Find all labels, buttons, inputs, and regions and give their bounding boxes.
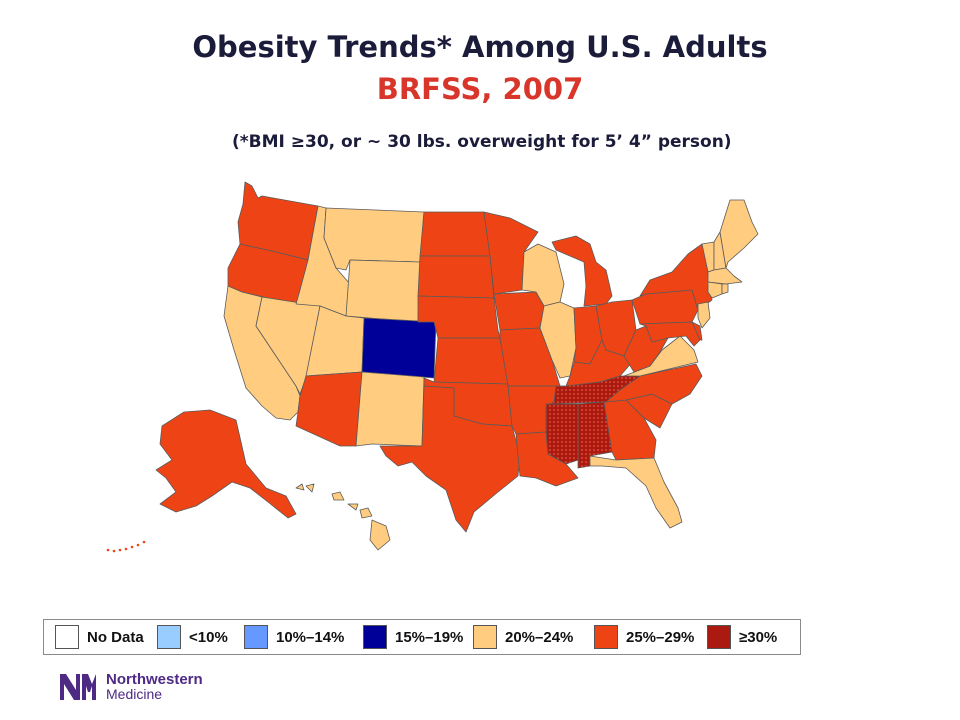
state-nj <box>697 301 711 329</box>
state-ak <box>155 409 297 519</box>
legend-swatch <box>157 625 181 649</box>
state-ak-island <box>124 547 128 551</box>
legend-swatch <box>363 625 387 649</box>
state-co <box>361 317 437 379</box>
legend-swatch <box>707 625 731 649</box>
legend-item: 10%–14% <box>244 624 344 650</box>
legend-item: 20%–24% <box>473 624 573 650</box>
state-nm <box>355 371 425 447</box>
state-sd <box>417 255 495 299</box>
legend-swatch <box>473 625 497 649</box>
state-de <box>691 321 703 341</box>
state-ms <box>545 403 579 465</box>
state-ks <box>433 337 509 385</box>
legend: No Data <10% 10%–14% 15%–19% 20%–24% 25%–29% ≥… <box>43 619 801 655</box>
state-ia <box>493 291 545 331</box>
legend-label: No Data <box>87 628 144 646</box>
state-wy <box>345 259 421 323</box>
state-ak-island <box>142 540 146 544</box>
legend-item: ≥30% <box>707 624 777 650</box>
legend-item: 15%–19% <box>363 624 463 650</box>
legend-label: ≥30% <box>739 628 778 646</box>
legend-label: 10%–14% <box>276 628 345 646</box>
map-title: Obesity Trends* Among U.S. Adults <box>192 30 768 64</box>
state-tx <box>379 385 521 533</box>
legend-label: 20%–24% <box>505 628 574 646</box>
logo-line-1: Northwestern <box>106 671 203 688</box>
state-hi <box>295 483 391 551</box>
northwestern-medicine-logo: Northwestern Medicine <box>58 670 203 704</box>
legend-item: No Data <box>55 624 144 650</box>
legend-swatch <box>244 625 268 649</box>
logo-line-2: Medicine <box>106 686 163 702</box>
legend-item: 25%–29% <box>594 624 694 650</box>
state-ct <box>707 281 723 299</box>
state-ri <box>721 283 729 295</box>
legend-label: <10% <box>189 628 228 646</box>
state-ak-island <box>136 543 140 547</box>
state-ma <box>707 267 743 285</box>
state-ak-island <box>106 548 110 552</box>
legend-swatch <box>594 625 618 649</box>
map-subtitle: BRFSS, 2007 <box>376 72 584 106</box>
legend-label: 25%–29% <box>626 628 695 646</box>
map-footnote: (*BMI ≥30, or ~ 30 lbs. overweight for 5… <box>232 132 732 152</box>
state-ak-island <box>118 548 122 552</box>
nm-logo-icon <box>60 674 96 700</box>
state-ak-island <box>112 549 116 553</box>
state-me <box>719 199 759 269</box>
state-nd <box>419 211 491 257</box>
legend-swatch <box>55 625 79 649</box>
state-az <box>295 371 363 447</box>
state-fl <box>589 455 683 529</box>
state-ak-island <box>130 545 134 549</box>
legend-item: <10% <box>157 624 228 650</box>
legend-label: 15%–19% <box>395 628 464 646</box>
state-nc <box>605 363 703 405</box>
